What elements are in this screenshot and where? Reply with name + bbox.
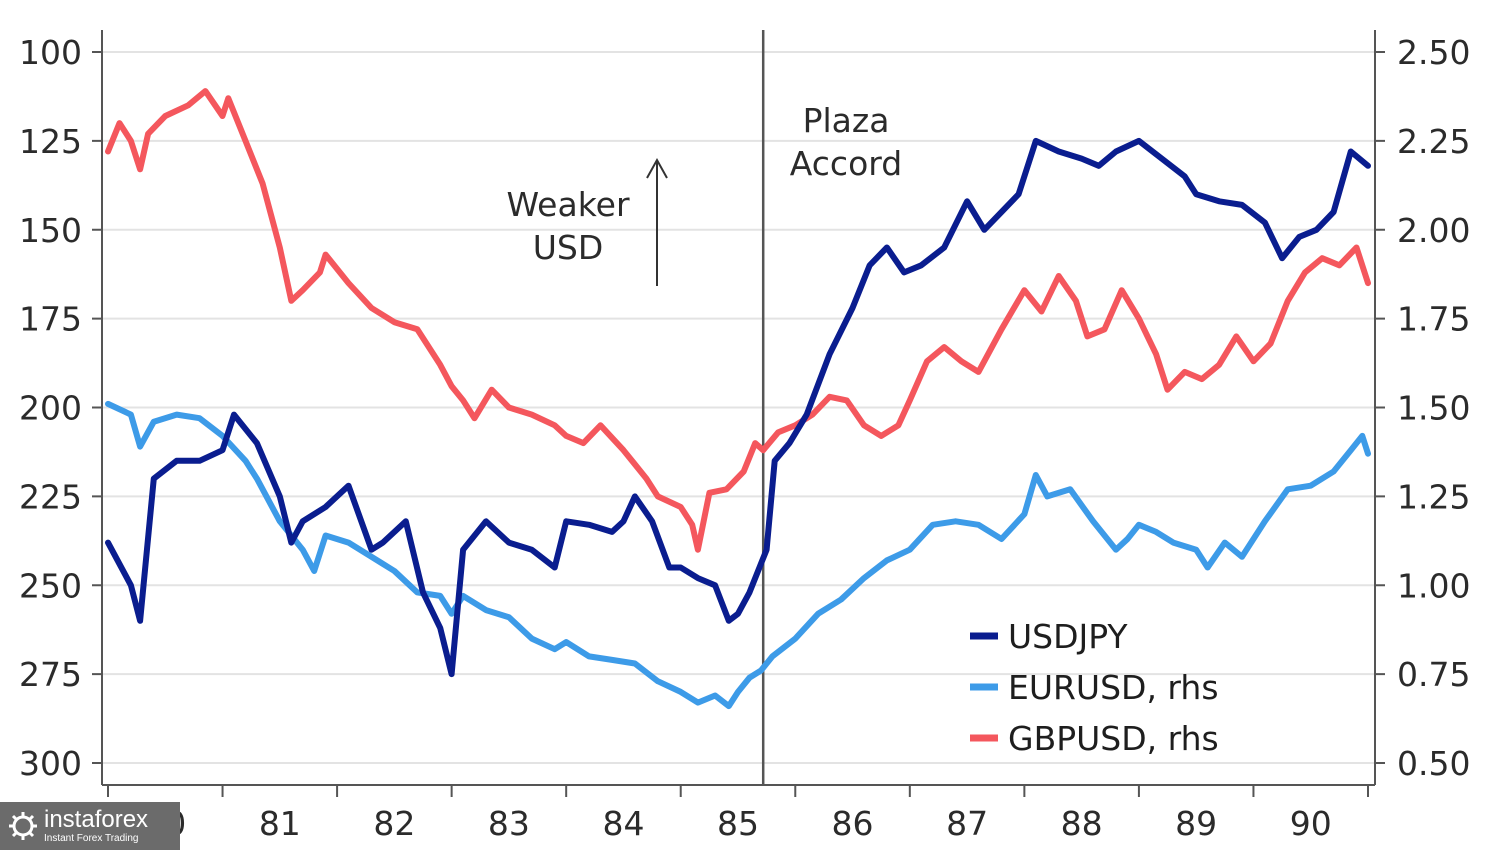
- right-tick-label: 0.50: [1397, 744, 1470, 783]
- plaza-text-2: Accord: [790, 144, 902, 183]
- instaforex-logo-icon: [9, 812, 37, 840]
- legend-label: EURUSD, rhs: [1008, 668, 1219, 707]
- legend-label: USDJPY: [1008, 617, 1128, 656]
- watermark-brand: instaforex: [44, 806, 149, 833]
- watermark-tagline: Instant Forex Trading: [44, 833, 139, 844]
- right-tick-label: 2.25: [1397, 122, 1470, 161]
- left-tick-label: 225: [19, 477, 82, 516]
- right-tick-label: 1.25: [1397, 477, 1470, 516]
- x-tick-label: 85: [717, 804, 759, 843]
- right-tick-label: 2.50: [1397, 33, 1470, 72]
- instaforex-watermark: instaforex Instant Forex Trading: [0, 802, 180, 850]
- x-tick-label: 88: [1061, 804, 1103, 843]
- weaker-usd-text-1: Weaker: [506, 185, 629, 224]
- x-tick-label: 81: [259, 804, 301, 843]
- left-axis-ticks: 100 125 150 175 200 225 250 275 300: [19, 33, 102, 783]
- x-tick-label: 89: [1175, 804, 1217, 843]
- x-tick-label: 87: [946, 804, 988, 843]
- x-tick-label: 83: [488, 804, 530, 843]
- plaza-text-1: Plaza: [803, 101, 890, 140]
- weaker-usd-annotation: Weaker USD: [506, 157, 668, 286]
- left-tick-label: 150: [19, 211, 82, 250]
- left-tick-label: 100: [19, 33, 82, 72]
- series-line-gbpusd: [105, 88, 1371, 553]
- right-tick-label: 1.00: [1397, 566, 1470, 605]
- right-axis-ticks: 2.50 2.25 2.00 1.75 1.50 1.25 1.00 0.75 0.50: [1375, 33, 1470, 783]
- series-line-eurusd: [105, 400, 1371, 710]
- right-tick-label: 1.50: [1397, 389, 1470, 428]
- left-tick-label: 250: [19, 566, 82, 605]
- x-tick-label: 82: [373, 804, 415, 843]
- plaza-accord-annotation: Plaza Accord: [790, 101, 902, 183]
- right-tick-label: 1.75: [1397, 300, 1470, 339]
- left-tick-label: 175: [19, 300, 82, 339]
- series-line-usdjpy: [105, 137, 1371, 678]
- x-tick-label: 84: [602, 804, 644, 843]
- x-tick-label: 90: [1290, 804, 1332, 843]
- series-layer: [105, 88, 1371, 710]
- x-axis-ticks: 8081828384858687888990: [107, 785, 1369, 843]
- left-tick-label: 200: [19, 389, 82, 428]
- legend: USDJPY EURUSD, rhs GBPUSD, rhs: [970, 617, 1219, 758]
- legend-label: GBPUSD, rhs: [1008, 719, 1219, 758]
- left-tick-label: 125: [19, 122, 82, 161]
- left-tick-label: 300: [19, 744, 82, 783]
- right-tick-label: 2.00: [1397, 211, 1470, 250]
- x-tick-label: 86: [832, 804, 874, 843]
- left-tick-label: 275: [19, 655, 82, 694]
- gridlines: [102, 51, 1375, 764]
- weaker-usd-text-2: USD: [533, 228, 604, 267]
- arrow-head-icon: [646, 157, 668, 179]
- right-tick-label: 0.75: [1397, 655, 1470, 694]
